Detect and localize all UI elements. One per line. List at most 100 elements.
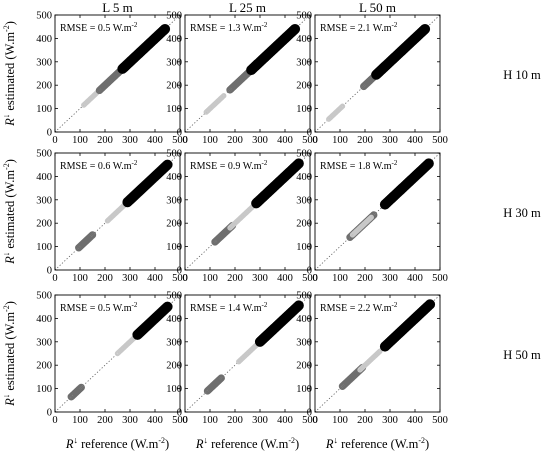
x-tick-label: 200: [97, 415, 113, 426]
scatter-point: [162, 159, 173, 170]
y-tick-label: 300: [166, 337, 182, 348]
axes-frame: [54, 152, 181, 271]
y-tick-label: 300: [36, 337, 52, 348]
scatter-point: [339, 103, 346, 109]
x-tick-label: 400: [277, 415, 293, 426]
x-tick-label: 500: [432, 273, 448, 284]
y-tick-label: 400: [166, 314, 182, 325]
y-tick-label: 400: [296, 172, 312, 183]
x-tick-label: 100: [202, 273, 218, 284]
y-tick-label: 100: [166, 384, 182, 395]
x-axis-label: R↓ reference (W.m-2): [65, 435, 169, 451]
axes-frame: [314, 294, 441, 413]
x-tick-label: 300: [122, 415, 138, 426]
scatter-point: [216, 375, 224, 383]
panel-0-2: 00 100 100 200 200 300 300 400 400 500 500 RMSE = 2…: [296, 11, 448, 147]
y-tick-label: 500: [296, 149, 312, 160]
y-tick-label: 400: [36, 34, 52, 45]
scatter-point: [215, 376, 223, 384]
x-tick-label: 300: [122, 135, 138, 146]
x-tick-label: 100: [202, 415, 218, 426]
scatter-point: [289, 23, 301, 35]
y-tick-label: 0: [47, 408, 52, 419]
x-tick-label: 200: [227, 273, 243, 284]
y-tick-label: 0: [47, 266, 52, 277]
axis-labels: R↓ reference (W.m-2) R↓ reference (W.m-2)…: [1, 21, 429, 451]
y-tick-label: 0: [177, 128, 182, 139]
y-tick-label: 400: [166, 172, 182, 183]
column-title: L 5 m: [102, 0, 133, 15]
x-tick-label: 400: [407, 415, 423, 426]
x-tick-label: 100: [202, 135, 218, 146]
x-tick-label: 0: [312, 273, 317, 284]
y-axis-label: R↓ estimated (W.m-2): [1, 21, 17, 127]
x-tick-label: 0: [312, 415, 317, 426]
y-tick-label: 500: [166, 291, 182, 302]
y-tick-label: 200: [296, 361, 312, 372]
scatter-point: [424, 299, 436, 310]
y-axis-label: R↓ estimated (W.m-2): [1, 301, 17, 407]
x-tick-label: 0: [182, 415, 187, 426]
scatter-point: [77, 383, 85, 392]
y-tick-label: 200: [296, 81, 312, 92]
row-title: H 50 m: [503, 348, 541, 362]
row-titles: H 10 m H 30 m H 50 m: [503, 68, 541, 362]
x-axis-label: R↓ reference (W.m-2): [195, 435, 299, 451]
y-tick-label: 200: [36, 219, 52, 230]
y-tick-label: 0: [177, 266, 182, 277]
x-tick-label: 0: [52, 135, 57, 146]
y-tick-label: 500: [296, 11, 312, 22]
panel-1-2: 00 100 100 200 200 300 300 400 400 500 500 RMSE = 1…: [296, 149, 448, 285]
y-tick-label: 500: [166, 11, 182, 22]
panel-2-2: 00 100 100 200 200 300 300 400 400 500 500 RMSE = 2…: [296, 291, 448, 427]
rmse-annotation: RMSE = 0.9 W.m-2: [190, 159, 268, 172]
scatter-point: [293, 300, 304, 311]
rmse-annotation: RMSE = 0.5 W.m-2: [60, 21, 138, 34]
row-title: H 30 m: [503, 206, 541, 220]
y-tick-label: 300: [166, 57, 182, 68]
scatter-point: [293, 158, 304, 169]
scatter-points: [75, 159, 173, 252]
y-tick-label: 0: [47, 128, 52, 139]
scatter-points: [346, 158, 434, 241]
y-tick-label: 500: [296, 291, 312, 302]
x-tick-label: 0: [52, 415, 57, 426]
y-tick-label: 100: [36, 242, 52, 253]
x-tick-label: 400: [277, 273, 293, 284]
scatter-points: [81, 23, 171, 108]
axes-frame: [184, 152, 311, 271]
scatter-point: [86, 233, 95, 241]
x-tick-label: 300: [252, 135, 268, 146]
column-title: L 50 m: [359, 0, 396, 15]
column-title: L 25 m: [229, 0, 266, 15]
scatter-point: [159, 23, 171, 35]
x-tick-label: 200: [357, 415, 373, 426]
x-tick-label: 0: [52, 273, 57, 284]
x-tick-label: 500: [302, 273, 318, 284]
column-titles: L 5 m L 25 m L 50 m: [102, 0, 396, 15]
y-tick-label: 100: [36, 384, 52, 395]
rmse-annotation: RMSE = 1.8 W.m-2: [320, 159, 398, 172]
y-tick-label: 200: [166, 361, 182, 372]
scatter-point: [419, 23, 431, 35]
x-tick-label: 200: [97, 273, 113, 284]
x-tick-label: 300: [382, 273, 398, 284]
axes-frame: [54, 14, 181, 133]
scatter-point: [368, 214, 374, 221]
scatter-point: [221, 93, 227, 99]
x-tick-label: 500: [172, 273, 188, 284]
y-tick-label: 300: [36, 195, 52, 206]
y-tick-label: 200: [166, 81, 182, 92]
x-tick-label: 200: [227, 135, 243, 146]
x-tick-label: 100: [332, 273, 348, 284]
y-tick-label: 100: [296, 242, 312, 253]
x-axis-label: R↓ reference (W.m-2): [325, 435, 429, 451]
rmse-annotation: RMSE = 2.2 W.m-2: [320, 301, 398, 314]
y-tick-label: 300: [296, 195, 312, 206]
rmse-annotation: RMSE = 0.5 W.m-2: [60, 301, 138, 314]
scatter-point: [88, 231, 97, 239]
